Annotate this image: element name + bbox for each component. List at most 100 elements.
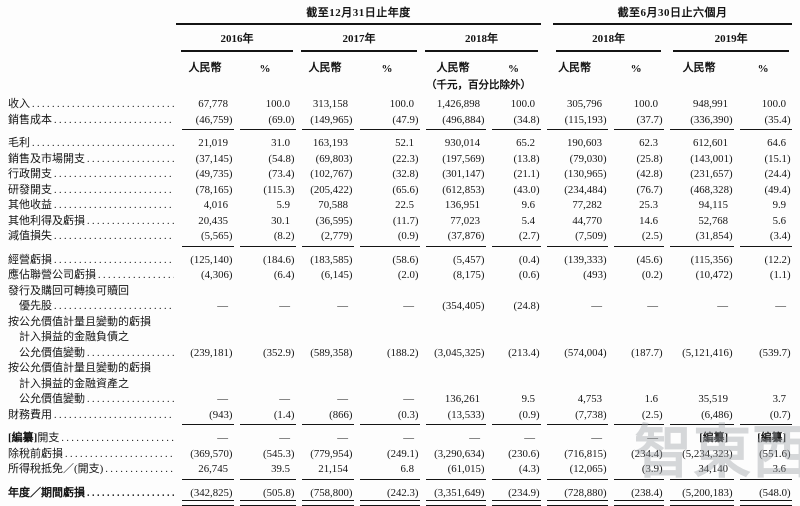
cell-value: (548.0) (759, 487, 790, 499)
row-label: 年度／期間虧損 (8, 480, 176, 506)
cell-value: (24.4) (764, 168, 790, 180)
cell-value: 52.1 (395, 137, 414, 149)
cell-value: — (279, 393, 290, 405)
cell-value: 136,261 (445, 393, 480, 405)
value-cell: (37,876) (420, 229, 486, 247)
cell-value: (234.4) (631, 448, 662, 460)
cell-value: (493) (583, 269, 606, 281)
cell-value: — (403, 432, 414, 444)
cell-value: — (591, 432, 602, 444)
row-label-text: 其他收益 (8, 198, 52, 214)
financial-table: 截至12月31日止年度 截至6月30日止六個月 2016年 2017年 2018… (8, 2, 792, 506)
value-cell: 52,768 (664, 214, 734, 230)
value-cell: (0.6) (486, 268, 541, 284)
cell-value: 26,745 (198, 463, 228, 475)
value-cell: (866) (296, 408, 354, 426)
row-label: 研發開支 (8, 183, 176, 199)
row-label-text: 減值損失 (8, 229, 52, 245)
value-cell: 77,023 (420, 214, 486, 230)
value-cell: (551.6) (734, 447, 792, 463)
value-cell: (45.6) (608, 247, 664, 269)
leader-dots (54, 253, 174, 269)
cell-value: (205,422) (310, 184, 352, 196)
value-cell: (58.6) (354, 247, 420, 269)
value-cell: — (296, 425, 354, 447)
year-header-2018: 2018年 (420, 25, 541, 52)
cell-value: (336,390) (690, 114, 732, 126)
value-cell: (3.9) (608, 462, 664, 480)
value-cell: 612,601 (664, 130, 734, 152)
row-label-text: 所得稅抵免／(開支) (8, 462, 103, 478)
value-cell: (102,767) (296, 167, 354, 183)
cell-value: (7,738) (575, 409, 606, 421)
cell-value: (728,880) (564, 487, 606, 499)
value-cell: 9.6 (486, 198, 541, 214)
cell-value: (239,181) (190, 347, 232, 359)
cell-value: (37,145) (196, 153, 233, 165)
value-cell: 39.5 (234, 462, 296, 480)
cell-value: (574,004) (564, 347, 606, 359)
table-row: 銷售成本(46,759)(69.0)(149,965)(47.9)(496,88… (8, 113, 792, 131)
value-cell: — (541, 284, 608, 315)
cell-value: (187.7) (631, 347, 662, 359)
cell-value: (35.4) (764, 114, 790, 126)
value-cell: (548.0) (734, 480, 792, 506)
value-cell: (6,486) (664, 408, 734, 426)
value-cell: (130,965) (541, 167, 608, 183)
value-cell: (943) (176, 408, 234, 426)
value-cell: 136,261 (420, 361, 486, 408)
cell-value: (545.3) (263, 448, 294, 460)
cell-value: (5,565) (201, 230, 232, 242)
cell-value: (10,472) (696, 269, 733, 281)
value-cell: 21,154 (296, 462, 354, 480)
value-cell: (24.8) (486, 284, 541, 315)
cell-value: 9.9 (773, 199, 787, 211)
cell-value: 190,603 (567, 137, 602, 149)
cell-value: (3,351,649) (434, 487, 484, 499)
table-row: 經營虧損(125,140)(184.6)(183,585)(58.6)(5,45… (8, 247, 792, 269)
cell-value: (612,853) (442, 184, 484, 196)
cell-value: (13.8) (513, 153, 539, 165)
cell-value: (0.6) (519, 269, 540, 281)
row-label: 其他利得及虧損 (8, 214, 176, 230)
cell-value: (37.7) (636, 114, 662, 126)
leader-dots (105, 462, 174, 478)
row-label: 除稅前虧損 (8, 447, 176, 463)
cell-value: 4,016 (204, 199, 228, 211)
value-cell: (231,657) (664, 167, 734, 183)
cell-value: 100.0 (634, 98, 658, 110)
cell-value: — (469, 432, 480, 444)
cell-value: (65.6) (392, 184, 418, 196)
row-label-text: 計入損益的金融資產之 (19, 377, 129, 393)
cell-value: 67,778 (198, 98, 228, 110)
value-cell: 100.0 (734, 92, 792, 113)
value-cell: (3,351,649) (420, 480, 486, 506)
cell-value: (779,954) (310, 448, 352, 460)
year-header-2016: 2016年 (176, 25, 296, 52)
row-label-text: 公允價值變動 (19, 346, 85, 362)
value-cell: 94,115 (664, 198, 734, 214)
value-cell: (369,570) (176, 447, 234, 463)
cell-value: (230.6) (508, 448, 539, 460)
leader-dots (87, 152, 174, 168)
cell-value: (184.6) (263, 254, 294, 266)
value-cell: (205,422) (296, 183, 354, 199)
value-cell: — (354, 361, 420, 408)
col-header-currency: 人民幣 (664, 52, 734, 76)
value-cell: — (354, 284, 420, 315)
cell-value: — (403, 300, 414, 312)
value-cell: (354,405) (420, 284, 486, 315)
cell-value: 77,282 (572, 199, 602, 211)
year-label: 2019年 (715, 33, 748, 45)
table-row: 減值損失(5,565)(8.2)(2,779)(0.9)(37,876)(2.7… (8, 229, 792, 247)
cell-value: (6,486) (701, 409, 732, 421)
cell-value: (78,165) (196, 184, 233, 196)
value-cell: (54.8) (234, 152, 296, 168)
value-cell: (779,954) (296, 447, 354, 463)
cell-value: 94,115 (699, 199, 728, 211)
leader-dots (87, 214, 174, 230)
value-cell: (234.4) (608, 447, 664, 463)
value-cell: (336,390) (664, 113, 734, 131)
cell-value: 100.0 (390, 98, 414, 110)
table-row: 其他利得及虧損20,43530.1(36,595)(11.7)77,0235.4… (8, 214, 792, 230)
